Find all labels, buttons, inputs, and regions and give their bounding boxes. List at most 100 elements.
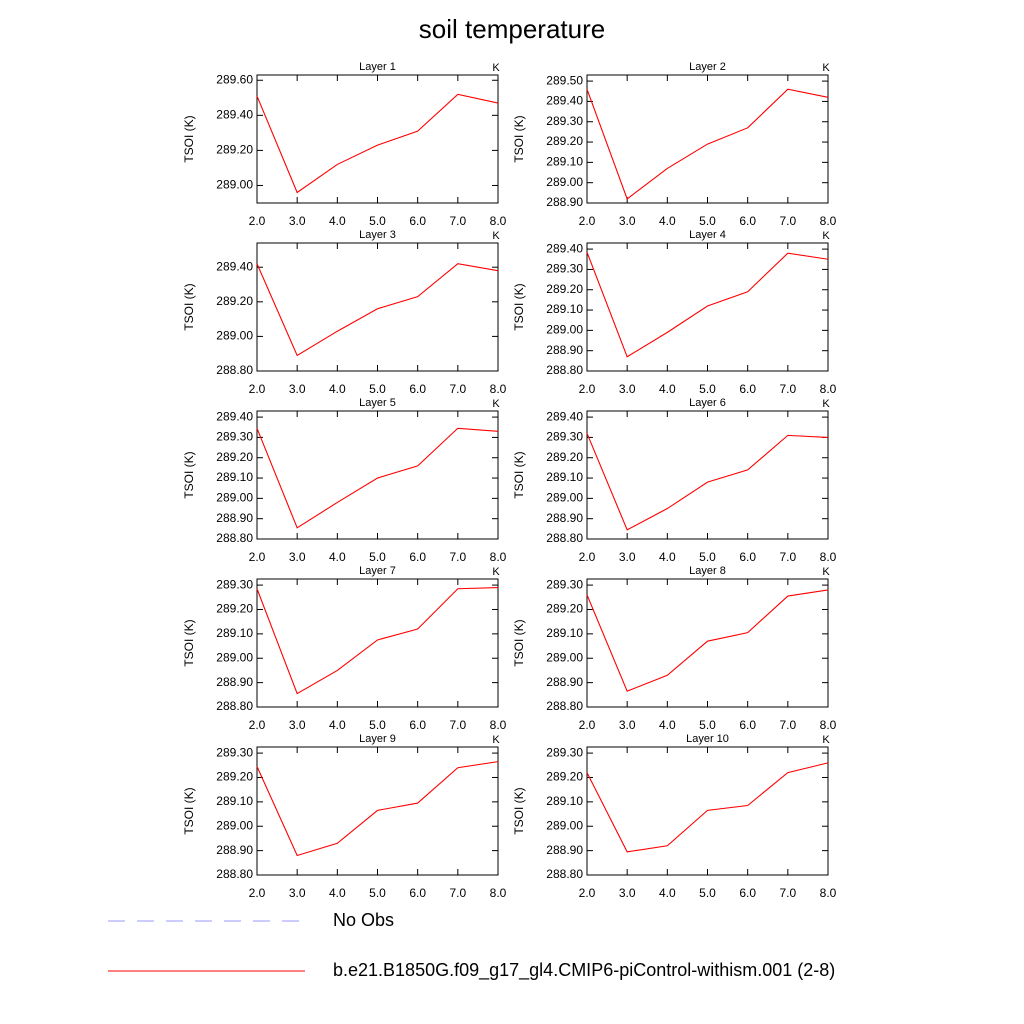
x-tick-label: 3.0 [289, 550, 306, 564]
x-tick-label: 8.0 [490, 382, 507, 396]
data-line [586, 251, 829, 358]
x-tick-label: 4.0 [659, 886, 676, 900]
x-tick-label: 3.0 [289, 718, 306, 732]
y-tick-label: 289.20 [216, 143, 253, 157]
x-tick-label: 4.0 [659, 718, 676, 732]
y-tick-label: 289.00 [216, 178, 253, 192]
y-tick-label: 289.30 [546, 430, 583, 444]
data-line [586, 762, 829, 853]
x-tick-label: 8.0 [820, 214, 837, 228]
units-label: K [492, 62, 500, 74]
subplot: Layer 1 K TSOI (K) 289.00 289.20 289.40 289.60… [182, 61, 506, 228]
subplot: Layer 10 K TSOI (K) 288.80 288.90 289.00 289.1… [512, 733, 836, 900]
x-tick-label: 2.0 [579, 214, 596, 228]
subplot: Layer 2 K TSOI (K) 288.90 289.00 289.10 289.20… [512, 61, 836, 228]
y-tick-label: 289.00 [546, 491, 583, 505]
x-tick-label: 8.0 [820, 886, 837, 900]
y-axis-label: TSOI (K) [182, 451, 196, 498]
y-tick-label: 289.00 [216, 650, 253, 664]
x-tick-label: 2.0 [249, 214, 266, 228]
y-tick-label: 288.80 [546, 531, 583, 545]
subplot-title: Layer 3 [359, 229, 396, 241]
y-tick-label: 289.40 [216, 259, 253, 273]
x-tick-label: 2.0 [579, 550, 596, 564]
x-tick-label: 4.0 [329, 718, 346, 732]
x-tick-label: 4.0 [659, 550, 676, 564]
y-tick-label: 289.40 [216, 108, 253, 122]
y-tick-label: 289.30 [546, 577, 583, 591]
subplot: Layer 5 K TSOI (K) 288.80 288.90 289.00 289.10… [182, 397, 506, 564]
y-tick-label: 288.80 [216, 867, 253, 881]
plot-frame [586, 578, 829, 708]
y-tick-label: 289.30 [216, 745, 253, 759]
y-tick-label: 289.00 [546, 323, 583, 337]
y-tick-label: 289.10 [546, 470, 583, 484]
data-line [256, 93, 499, 194]
y-tick-label: 288.90 [216, 675, 253, 689]
x-tick-label: 6.0 [409, 886, 426, 900]
y-tick-label: 289.00 [546, 818, 583, 832]
x-tick-label: 5.0 [699, 886, 716, 900]
x-tick-label: 3.0 [619, 382, 636, 396]
y-tick-label: 289.30 [216, 430, 253, 444]
subplot-title: Layer 1 [359, 61, 396, 73]
data-line [586, 88, 829, 200]
units-label: K [822, 230, 830, 242]
y-axis-label: TSOI (K) [182, 283, 196, 330]
units-label: K [822, 566, 830, 578]
x-tick-label: 7.0 [449, 382, 466, 396]
units-label: K [492, 734, 500, 746]
data-line [256, 586, 499, 695]
x-tick-label: 4.0 [659, 382, 676, 396]
x-tick-label: 5.0 [369, 214, 386, 228]
y-tick-label: 288.80 [546, 363, 583, 377]
y-tick-label: 288.90 [546, 675, 583, 689]
y-tick-label: 289.60 [216, 72, 253, 86]
y-tick-label: 288.90 [546, 843, 583, 857]
y-tick-label: 288.90 [546, 195, 583, 209]
y-tick-label: 289.10 [216, 626, 253, 640]
x-tick-label: 7.0 [779, 718, 796, 732]
x-tick-label: 7.0 [449, 214, 466, 228]
y-tick-label: 288.90 [216, 511, 253, 525]
y-tick-label: 289.10 [216, 470, 253, 484]
x-tick-label: 8.0 [820, 382, 837, 396]
subplot-title: Layer 9 [359, 733, 396, 745]
x-tick-label: 8.0 [490, 886, 507, 900]
x-tick-label: 4.0 [329, 214, 346, 228]
x-tick-label: 4.0 [329, 550, 346, 564]
x-tick-label: 3.0 [619, 718, 636, 732]
y-tick-label: 289.00 [216, 491, 253, 505]
x-tick-label: 4.0 [659, 214, 676, 228]
subplot: Layer 3 K TSOI (K) 288.80 289.00 289.20 289.40… [182, 229, 506, 396]
data-line [586, 433, 829, 531]
plot-frame [256, 578, 499, 708]
x-tick-label: 5.0 [699, 550, 716, 564]
y-tick-label: 289.40 [216, 409, 253, 423]
y-tick-label: 289.20 [546, 282, 583, 296]
y-tick-label: 288.80 [546, 867, 583, 881]
x-tick-label: 7.0 [779, 886, 796, 900]
y-tick-label: 288.90 [546, 511, 583, 525]
y-tick-label: 289.00 [216, 818, 253, 832]
y-tick-label: 289.00 [546, 175, 583, 189]
x-tick-label: 2.0 [579, 382, 596, 396]
x-tick-label: 2.0 [249, 718, 266, 732]
y-tick-label: 289.30 [546, 262, 583, 276]
x-tick-label: 2.0 [249, 886, 266, 900]
x-tick-label: 2.0 [579, 886, 596, 900]
data-line [256, 761, 499, 857]
x-tick-label: 6.0 [739, 886, 756, 900]
x-tick-label: 2.0 [249, 382, 266, 396]
y-tick-label: 288.80 [216, 363, 253, 377]
plot-frame [586, 74, 829, 204]
x-tick-label: 6.0 [409, 214, 426, 228]
x-tick-label: 6.0 [409, 550, 426, 564]
y-tick-label: 289.10 [546, 626, 583, 640]
data-line [256, 263, 499, 357]
units-label: K [492, 566, 500, 578]
y-tick-label: 289.20 [216, 602, 253, 616]
y-tick-label: 289.40 [546, 409, 583, 423]
subplot-title: Layer 7 [359, 565, 396, 577]
